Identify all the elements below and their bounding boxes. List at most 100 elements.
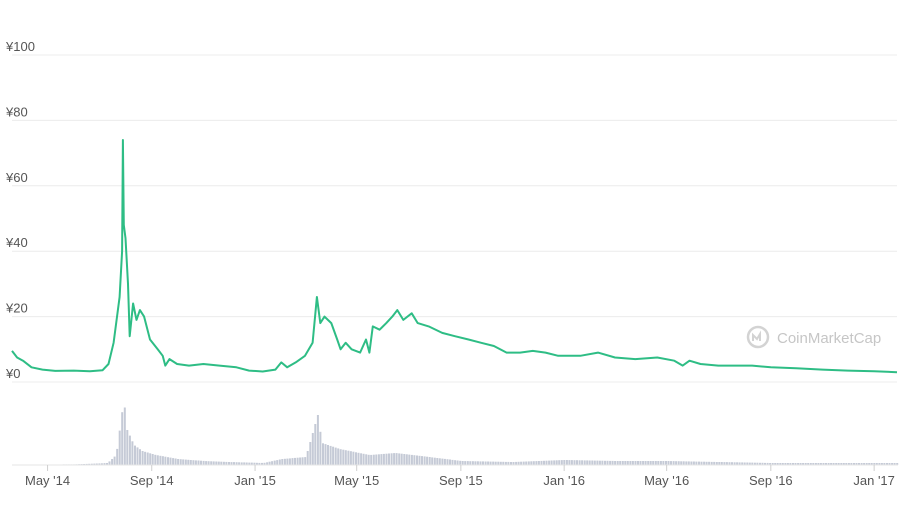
volume-bar (134, 445, 136, 465)
volume-bar (179, 459, 182, 465)
volume-bar (695, 461, 698, 465)
volume-bar (271, 461, 274, 465)
volume-bar (502, 461, 505, 465)
volume-bar (370, 454, 373, 465)
volume-bar (558, 460, 561, 465)
volume-bar (441, 458, 444, 465)
price-line (11, 139, 898, 374)
volume-bar (515, 461, 518, 465)
volume-bar (278, 459, 281, 465)
volume-bar (799, 463, 802, 465)
volume-bar (896, 463, 899, 465)
volume-bar (418, 455, 421, 465)
volume-bar (156, 455, 159, 465)
volume-bar (731, 462, 733, 465)
volume-bar (294, 457, 296, 465)
volume-bar (606, 460, 609, 465)
volume-bar (522, 461, 525, 465)
volume-bar (299, 457, 302, 465)
volume-bar (700, 461, 703, 465)
grid-lines (12, 54, 897, 383)
volume-bar (446, 459, 449, 465)
volume-bar (230, 462, 233, 466)
x-axis-ticks: May '14 Sep '14 Jan '15 May '15 Sep '15 Jan '… (25, 465, 895, 488)
volume-bar (550, 460, 553, 465)
y-tick-label: ¥0 (5, 366, 20, 381)
volume-bar (596, 460, 599, 465)
volume-bar (337, 448, 340, 465)
volume-bar (100, 463, 103, 465)
volume-bar (883, 463, 886, 465)
volume-bar (565, 460, 568, 465)
volume-bar (393, 453, 396, 465)
volume-bar (659, 461, 662, 465)
volume-bar (614, 461, 617, 465)
volume-bar (403, 454, 406, 465)
volume-bar (563, 460, 566, 465)
volume-bar (847, 463, 850, 465)
coinmarketcap-logo-icon (746, 325, 770, 349)
volume-bar (568, 460, 571, 465)
volume-bar (746, 462, 749, 465)
volume-bar (822, 463, 825, 465)
volume-bar (873, 463, 876, 465)
volume-bar (543, 460, 545, 465)
volume-bar (149, 453, 152, 465)
volume-bar (705, 461, 708, 465)
volume-bar (670, 461, 672, 465)
volume-bar (769, 463, 772, 465)
volume-bar (578, 460, 581, 465)
volume-bar (334, 447, 337, 465)
volume-bar (151, 454, 154, 465)
volume-bar (375, 454, 378, 465)
volume-bar (878, 463, 881, 465)
volume-bar (555, 460, 558, 465)
volume-bar (604, 460, 606, 465)
volume-bar (545, 460, 548, 465)
volume-bar (598, 460, 601, 465)
volume-bar (329, 445, 332, 465)
volume-bar (314, 424, 317, 465)
volume-bar (474, 461, 477, 465)
volume-bar (238, 462, 241, 465)
volume-bar (812, 463, 815, 465)
volume-bar (436, 458, 439, 465)
volume-bar (118, 430, 121, 465)
volume-bar (93, 463, 96, 465)
volume-bar (98, 463, 101, 465)
y-tick-label: ¥100 (5, 39, 35, 54)
volume-bar (489, 461, 492, 465)
volume-bar (301, 457, 304, 465)
volume-bar (629, 461, 632, 465)
volume-bar (205, 461, 208, 465)
volume-bar (454, 460, 457, 465)
volume-bar (814, 463, 817, 465)
volume-bar (649, 461, 652, 465)
volume-bar (212, 461, 215, 465)
volume-bar (189, 460, 192, 465)
volume-bar (774, 463, 777, 465)
volume-bar (751, 462, 754, 465)
volume-bar (385, 453, 388, 465)
volume-bar (225, 461, 228, 465)
volume-bar (416, 455, 418, 465)
volume-bar (736, 462, 739, 465)
volume-bar (286, 458, 289, 465)
volume-bar (647, 461, 650, 465)
volume-bar (398, 453, 401, 465)
volume-bar (494, 461, 497, 465)
volume-bar (248, 462, 251, 465)
volume-bar (309, 442, 312, 465)
volume-bar (144, 451, 147, 466)
volume-bar (456, 460, 459, 465)
volume-bar (708, 461, 711, 465)
volume-bar (372, 454, 375, 465)
volume-bar (748, 462, 751, 465)
volume-bar (479, 461, 482, 465)
volume-bar (845, 463, 848, 465)
volume-bar (535, 461, 538, 465)
volume-bar (433, 457, 436, 465)
volume-bar (306, 451, 309, 465)
volume-bar (367, 454, 370, 465)
volume-bar (161, 456, 164, 465)
